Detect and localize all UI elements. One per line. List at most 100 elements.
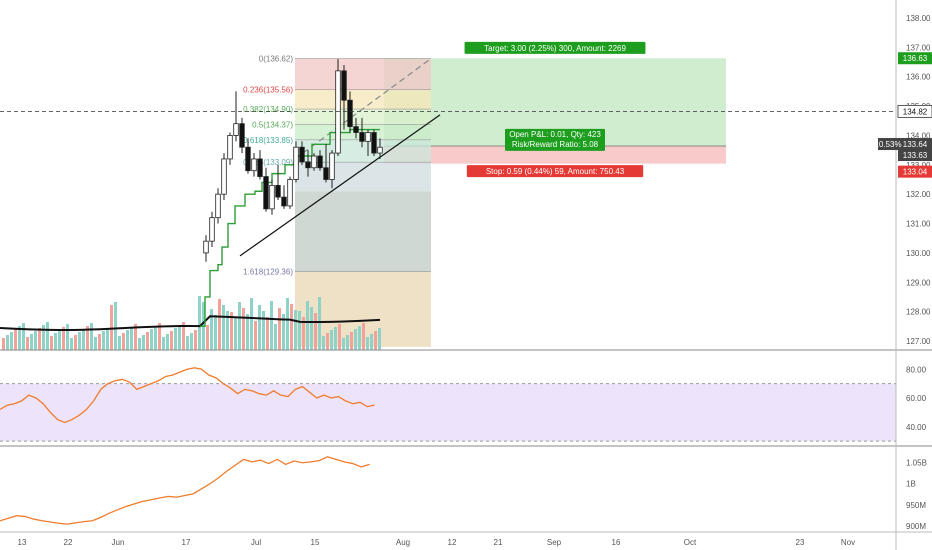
volume-bar (374, 331, 377, 350)
volume-bar (38, 328, 41, 350)
target-label-bg (464, 41, 646, 54)
candle-body (227, 135, 233, 160)
candle-body (239, 123, 245, 148)
candle-body (359, 132, 365, 142)
target-price-badge-bg (898, 52, 932, 65)
volume-bar (210, 309, 213, 350)
volume-bar (358, 326, 361, 350)
volume-bar (18, 326, 21, 350)
entry-price-badge-bg (898, 138, 932, 151)
candle-body (269, 184, 275, 210)
volume-bar (2, 338, 5, 350)
time-tick-label: Sep (547, 538, 562, 547)
time-tick-label: 22 (64, 538, 73, 547)
time-tick-label: 17 (182, 538, 191, 547)
volume-bar (230, 312, 233, 350)
price-tick-label: 128.00 (906, 308, 931, 317)
volume-bar (22, 323, 25, 350)
fib-level-label: 0.786(133.09) (243, 158, 293, 167)
volume-ma-line (0, 315, 381, 331)
current-price-badge-bg (898, 149, 932, 162)
fib-trend-line (294, 58, 432, 160)
price-tick-label: 129.00 (906, 278, 931, 287)
price-tick-label: 136.00 (906, 73, 931, 82)
time-tick-label: 12 (448, 538, 457, 547)
candle-body (299, 146, 305, 163)
open-pnl-label: Open P&L: 0.01, Qty: 423 (509, 130, 601, 139)
volume-bar (298, 311, 301, 350)
candle-body (305, 161, 311, 169)
volume-bar (350, 332, 353, 350)
volume-bar (294, 310, 297, 350)
stop-label-bg (466, 165, 644, 178)
candle-body (371, 132, 377, 154)
fib-level-label: 0.618(133.85) (243, 136, 293, 145)
volume-bar (178, 325, 181, 350)
price-tick-label: 127.00 (906, 337, 931, 346)
volume-bar (14, 329, 17, 350)
volume-bar (354, 329, 357, 350)
time-tick-label: 23 (796, 538, 805, 547)
time-tick-label: Jul (251, 538, 261, 547)
volume-bar (66, 324, 69, 350)
volume-bar (118, 336, 121, 350)
volume-bar (278, 308, 281, 350)
fib-zone (295, 58, 431, 90)
volume-bar (378, 328, 381, 350)
candle-body (335, 70, 341, 154)
candle-body (353, 126, 359, 133)
volume-bar (318, 297, 321, 350)
volume-bar (42, 325, 45, 350)
volume-bar (206, 325, 209, 350)
volume-bar (234, 318, 237, 350)
open-pnl-box (505, 128, 605, 151)
percent-badge-bg (878, 138, 898, 151)
entry-price-badge: 133.64 (903, 140, 928, 149)
volume-bar (218, 299, 221, 350)
volume-bar (342, 338, 345, 350)
volume-bar (226, 311, 229, 350)
time-tick-label: 15 (311, 538, 320, 547)
rsi-line (0, 367, 375, 424)
volume-bar (166, 334, 169, 350)
volume-bar (70, 338, 73, 350)
candle-body (347, 99, 353, 128)
volume-bar (86, 326, 89, 350)
candle-body (245, 146, 251, 172)
volume-bar (302, 317, 305, 350)
rsi-tick-label: 60.00 (906, 394, 927, 403)
target-label: Target: 3.00 (2.25%) 300, Amount: 2269 (484, 44, 626, 53)
candle-body (311, 155, 317, 169)
volume-bar (158, 323, 161, 350)
volume-bar (338, 324, 341, 350)
volume-bar (110, 305, 113, 350)
price-tick-label: 131.00 (906, 220, 931, 229)
obv-pane (0, 456, 370, 525)
stop-price-badge-bg (898, 165, 932, 178)
loss-zone (384, 146, 726, 164)
volume-bar (266, 317, 269, 350)
volume-bar (50, 336, 53, 350)
last-price-badge: 134.82 (903, 107, 928, 116)
candle-body (317, 155, 323, 169)
fib-zone (295, 191, 431, 272)
stop-price-badge: 133.04 (903, 168, 928, 177)
time-tick-label: 13 (18, 538, 27, 547)
candle-body (221, 158, 227, 195)
volume-bar (82, 329, 85, 350)
target-price-badge: 136.63 (903, 54, 928, 63)
volume-bar (214, 315, 217, 350)
candle-body (251, 158, 257, 172)
volume-bar (58, 330, 61, 350)
time-tick-label: 21 (494, 538, 503, 547)
volume-bar (126, 330, 129, 350)
price-tick-label: 132.00 (906, 190, 931, 199)
volume-bar (34, 331, 37, 350)
candle-body (323, 167, 329, 180)
rsi-tick-label: 80.00 (906, 365, 927, 374)
volume-bar (306, 301, 309, 350)
volume-bar (94, 337, 97, 350)
volume-bar (198, 296, 201, 350)
